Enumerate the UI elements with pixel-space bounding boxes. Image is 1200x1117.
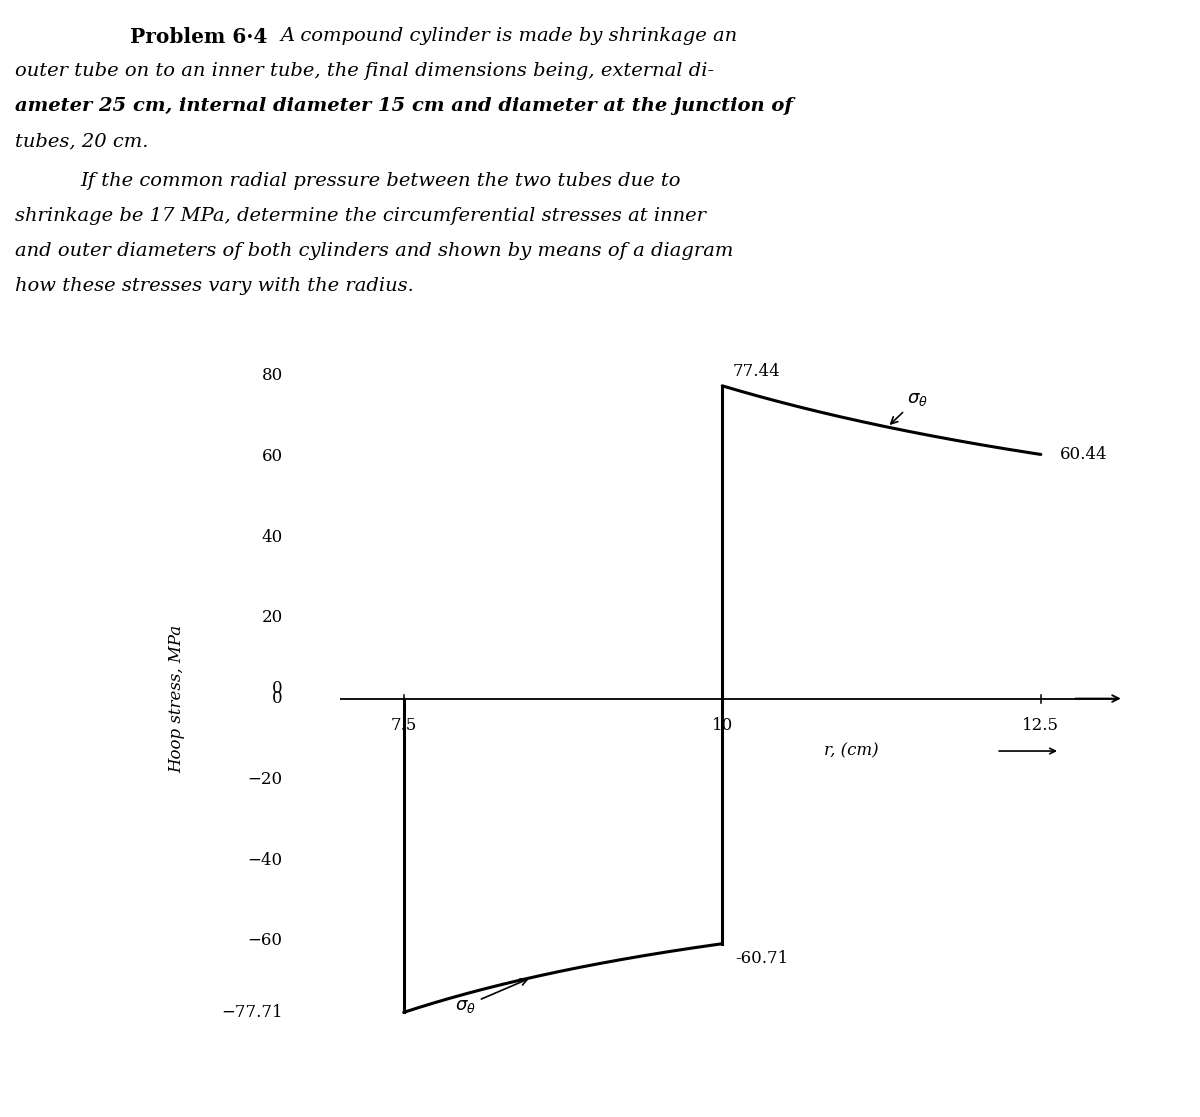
Text: Problem 6·4: Problem 6·4 [130, 27, 268, 47]
Text: 20: 20 [262, 609, 283, 627]
Text: shrinkage be 17 MPa, determine the circumferential stresses at inner: shrinkage be 17 MPa, determine the circu… [14, 207, 706, 225]
Text: tubes, 20 cm.: tubes, 20 cm. [14, 132, 149, 150]
Text: If the common radial pressure between the two tubes due to: If the common radial pressure between th… [80, 172, 680, 190]
Text: −20: −20 [247, 771, 283, 787]
Text: −40: −40 [247, 851, 283, 869]
Text: Hoop stress, MPa: Hoop stress, MPa [168, 624, 186, 773]
Text: 80: 80 [262, 367, 283, 384]
Text: ameter 25 cm, internal diameter 15 cm and diameter at the junction of: ameter 25 cm, internal diameter 15 cm an… [14, 97, 793, 115]
Text: -60.71: -60.71 [734, 949, 788, 967]
Text: $\sigma_\theta$: $\sigma_\theta$ [890, 390, 928, 423]
Text: 60: 60 [262, 448, 283, 465]
Text: 0: 0 [272, 679, 283, 697]
Text: 0: 0 [272, 690, 283, 707]
Text: 12.5: 12.5 [1022, 717, 1060, 734]
Text: A compound cylinder is made by shrinkage an: A compound cylinder is made by shrinkage… [280, 27, 737, 45]
Text: outer tube on to an inner tube, the final dimensions being, external di-: outer tube on to an inner tube, the fina… [14, 63, 714, 80]
Text: $\sigma_\theta$: $\sigma_\theta$ [455, 978, 527, 1015]
Text: and outer diameters of both cylinders and shown by means of a diagram: and outer diameters of both cylinders an… [14, 242, 733, 260]
Text: 7.5: 7.5 [390, 717, 416, 734]
Text: 10: 10 [712, 717, 733, 734]
Text: 77.44: 77.44 [732, 363, 780, 380]
Text: 40: 40 [262, 528, 283, 545]
Text: r, (cm): r, (cm) [824, 743, 878, 760]
Text: 60.44: 60.44 [1060, 446, 1108, 462]
Text: −77.71: −77.71 [221, 1004, 283, 1021]
Text: how these stresses vary with the radius.: how these stresses vary with the radius. [14, 277, 414, 295]
Text: −60: −60 [247, 933, 283, 949]
